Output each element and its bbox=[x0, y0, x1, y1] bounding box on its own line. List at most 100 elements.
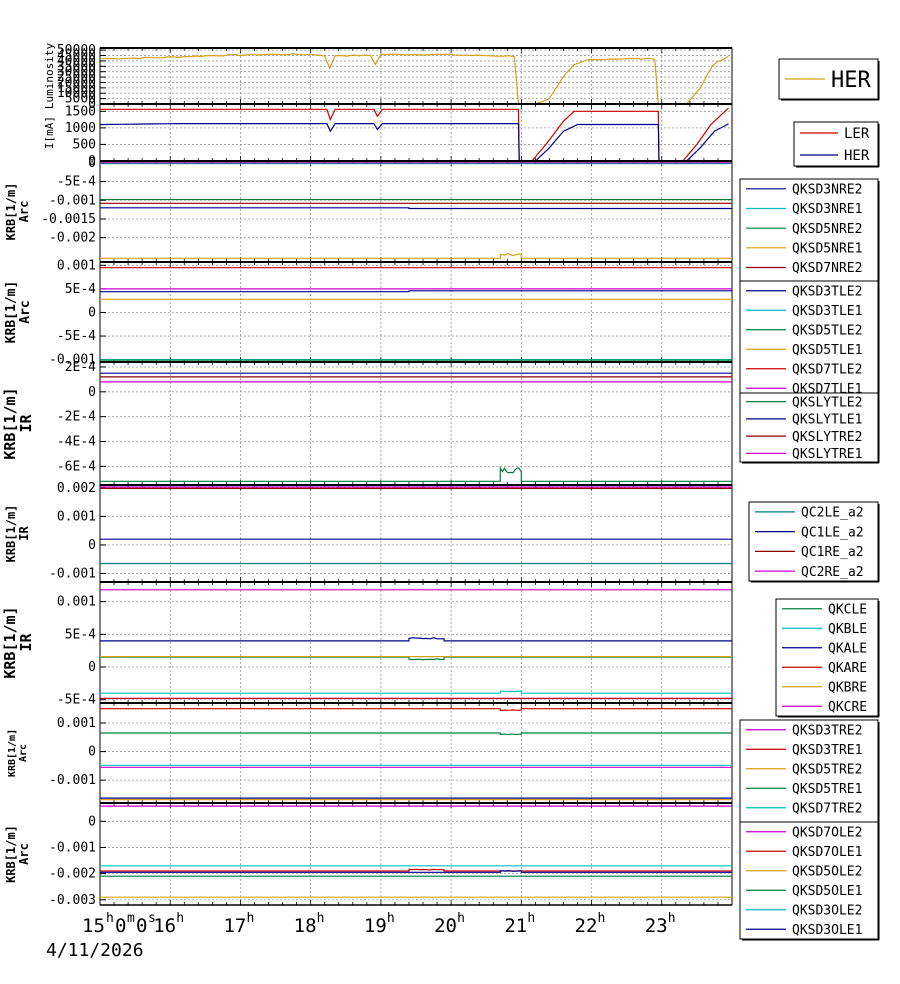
y-axis-label-2: IR bbox=[17, 633, 35, 652]
panel-frame bbox=[99, 702, 733, 804]
x-tick-unit: h bbox=[246, 911, 254, 926]
panels: 0500010000150002000025000300003500040000… bbox=[1, 43, 733, 908]
series-line-qkslytle2 bbox=[100, 465, 732, 482]
legend-box bbox=[748, 501, 879, 582]
legend-label: LER bbox=[844, 126, 870, 142]
y-tick-label: -5E-4 bbox=[57, 175, 96, 190]
y-tick-label: 10000 bbox=[57, 86, 96, 101]
legend-label: QKSLYTLE1 bbox=[792, 413, 862, 428]
series-line-qkble bbox=[100, 690, 732, 694]
series-line-qksd7ole1 bbox=[100, 868, 732, 872]
y-tick-label: 15000 bbox=[57, 81, 96, 96]
legend-2: LER HER bbox=[793, 121, 880, 168]
legend-label: QKSLYTRE2 bbox=[792, 430, 862, 445]
x-tick-unit: h bbox=[317, 911, 325, 926]
x-tick-label: 19 bbox=[364, 915, 387, 937]
panel-3: 0 -5E-4 -0.001 -0.0015 -0.002 KRB[1/m] Arc bbox=[4, 156, 733, 263]
legend-label: QKSD3NRE1 bbox=[792, 202, 862, 217]
legend-label: QKCRE bbox=[828, 700, 867, 715]
legend-label: QKALE bbox=[828, 641, 867, 656]
y-tick-label: 0.001 bbox=[57, 509, 96, 524]
legend-label: QKSD3OLE2 bbox=[792, 903, 862, 918]
y-tick-label: 2E-4 bbox=[65, 360, 96, 375]
panel-frame bbox=[99, 581, 733, 704]
legend-9: QKSD7OLE2 QKSD7OLE1 QKSD5OLE2 QKSD5OLE1 QKSD… bbox=[739, 821, 880, 941]
legend-5: QKSLYTLE2 QKSLYTLE1 QKSLYTRE2 QKSLYTRE1 bbox=[739, 392, 880, 464]
panel-8: 0.001 0 -0.001 KRB[1/m] Arc bbox=[7, 702, 733, 804]
y-tick-label: 0 bbox=[88, 660, 96, 675]
x-tick-unit: h bbox=[668, 911, 676, 926]
legend-label: QKSD7OLE1 bbox=[792, 845, 862, 860]
y-tick-label: 20000 bbox=[57, 75, 96, 90]
series-line-qksd3tle2 bbox=[100, 290, 732, 293]
panel-frame bbox=[99, 103, 733, 162]
y-tick-label: 25000 bbox=[57, 70, 96, 85]
legend-box bbox=[793, 121, 879, 167]
series-line-qksd3ole1 bbox=[100, 870, 732, 873]
y-axis-label-2: Arc bbox=[17, 843, 31, 865]
x-tick-unit: h bbox=[527, 911, 535, 926]
x-tick-label: 16 bbox=[153, 915, 176, 937]
legend-label: QC1LE_a2 bbox=[801, 525, 864, 540]
panel-frame bbox=[99, 802, 733, 906]
series-group bbox=[100, 267, 732, 361]
y-axis-label: KRB[1/m] bbox=[1, 606, 19, 678]
legend-label: QKSD3TLE1 bbox=[792, 304, 862, 319]
legend-label: QC2RE_a2 bbox=[801, 565, 864, 580]
legend-label: QKSD5TLE2 bbox=[792, 323, 862, 338]
series-group bbox=[100, 372, 732, 482]
y-tick-label: 5E-4 bbox=[65, 627, 96, 642]
legend-box bbox=[739, 280, 879, 399]
legend-label: QKSLYTLE2 bbox=[792, 395, 862, 410]
series-line-qksd3tre1 bbox=[100, 708, 732, 712]
y-tick-label: 5000 bbox=[65, 92, 96, 107]
first-time-unit: s bbox=[148, 911, 156, 926]
series-group bbox=[100, 708, 732, 801]
y-tick-label: -0.001 bbox=[49, 773, 96, 788]
x-tick-label: 23 bbox=[645, 915, 668, 937]
y-axis-label-2: Arc bbox=[17, 201, 31, 223]
y-tick-label: -0.001 bbox=[49, 840, 96, 855]
legend-label: QKSD5OLE1 bbox=[792, 884, 862, 899]
y-tick-label: -5E-4 bbox=[57, 329, 96, 344]
y-axis-label: KRB[1/m] bbox=[7, 729, 18, 777]
legend-label: QKBRE bbox=[828, 680, 867, 695]
panel-frame bbox=[99, 160, 733, 263]
legend-label: QKSD3TRE1 bbox=[792, 743, 862, 758]
first-time-unit: h bbox=[106, 911, 114, 926]
legend-label: QKSD3OLE1 bbox=[792, 923, 862, 938]
y-tick-label: 35000 bbox=[57, 59, 96, 74]
y-axis-label-2: IR bbox=[17, 414, 35, 433]
y-tick-label: 0 bbox=[88, 814, 96, 829]
y-tick-label: -0.0015 bbox=[41, 212, 96, 227]
legend-6: QC2LE_a2 QC1LE_a2 QC1RE_a2 QC2RE_a2 bbox=[748, 501, 880, 583]
y-tick-label: -4E-4 bbox=[57, 435, 96, 450]
y-axis-label-2: Arc bbox=[18, 300, 33, 323]
legend-label: QKSD5NRE1 bbox=[792, 242, 862, 257]
panel-frame bbox=[99, 484, 733, 583]
first-time-number: 0 bbox=[115, 915, 126, 937]
panel-frame bbox=[99, 261, 733, 363]
panel-4: 0.001 5E-4 0 -5E-4 -0.001 KRB[1/m] Arc bbox=[4, 258, 733, 368]
legend-box bbox=[739, 821, 879, 940]
legend-label: QKSD7OLE2 bbox=[792, 825, 862, 840]
date-label: 4/11/2026 bbox=[46, 940, 144, 961]
y-tick-label: 500 bbox=[73, 137, 96, 152]
panel-7: 0.001 5E-4 0 -5E-4 KRB[1/m]IR bbox=[1, 581, 733, 708]
legend-8: QKSD3TRE2 QKSD3TRE1 QKSD5TRE2 QKSD5TRE1 QKSD… bbox=[739, 719, 880, 839]
legend-label: QKSD5NRE2 bbox=[792, 222, 862, 237]
x-tick-unit: h bbox=[598, 911, 606, 926]
legend-label: QKSD7TLE2 bbox=[792, 362, 862, 377]
panel-5: 2E-4 0 -2E-4 -4E-4 -6E-4 KRB[1/m]IR bbox=[1, 360, 733, 486]
legend-label: QKBLE bbox=[828, 622, 867, 637]
panel-frame bbox=[99, 47, 733, 105]
y-axis-label-2: IR bbox=[17, 526, 31, 541]
legend-box bbox=[739, 392, 879, 463]
y-tick-label: 50000 bbox=[57, 43, 96, 58]
first-time-unit: m bbox=[127, 911, 135, 926]
y-tick-label: -0.002 bbox=[49, 231, 96, 246]
series-group bbox=[100, 162, 732, 259]
y-tick-label: 30000 bbox=[57, 65, 96, 80]
y-axis-label: KRB[1/m] bbox=[4, 183, 18, 241]
